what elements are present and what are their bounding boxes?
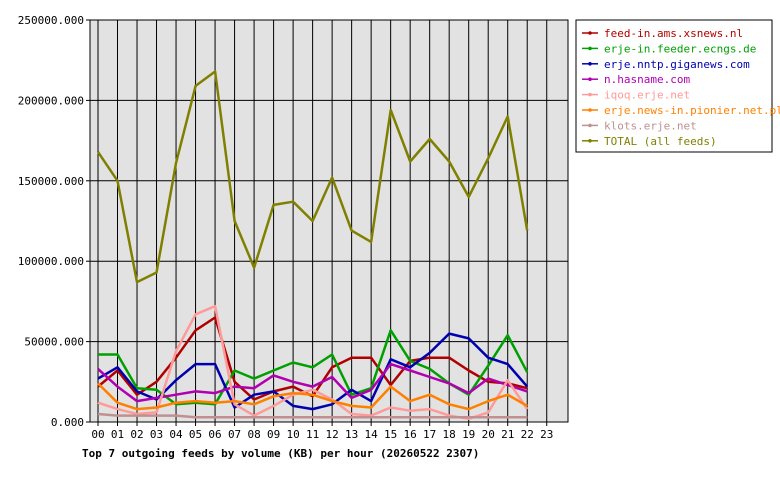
x-tick-label: 15 — [384, 428, 397, 441]
x-tick-label: 17 — [423, 428, 436, 441]
x-tick-label: 08 — [247, 428, 260, 441]
series-line-7 — [97, 412, 528, 419]
series-line-3 — [97, 332, 529, 411]
y-tick-label: 250000.000 — [18, 14, 84, 27]
chart-title: Top 7 outgoing feeds by volume (KB) per … — [82, 447, 479, 460]
grid — [90, 20, 568, 422]
x-tick-label: 06 — [208, 428, 221, 441]
x-tick-label: 18 — [443, 428, 456, 441]
legend-marker — [588, 31, 592, 35]
x-tick-label: 22 — [521, 428, 534, 441]
y-axis-ticks: 0.000 50000.000 100000.000 150000.000 200000… — [18, 14, 90, 429]
legend-marker — [588, 123, 592, 128]
legend-marker — [588, 92, 592, 97]
legend-label: erje.nntp.giganews.com — [604, 58, 750, 71]
x-tick-label: 01 — [111, 428, 124, 441]
x-tick-label: 05 — [189, 428, 202, 441]
x-tick-label: 19 — [462, 428, 475, 441]
legend-label: erje-in.feeder.ecngs.de — [604, 42, 756, 55]
legend: feed-in.ams.xsnews.nl erje-in.feeder.ecng… — [582, 27, 780, 148]
x-tick-label: 14 — [365, 428, 379, 441]
series-line-6 — [97, 382, 528, 411]
y-tick-label: 200000.000 — [18, 94, 84, 107]
legend-box — [575, 19, 773, 153]
x-tick-label: 13 — [345, 428, 358, 441]
x-tick-label: 02 — [130, 428, 143, 441]
x-axis-ticks: 00 01 02 03 04 05 06 07 08 09 10 11 12 13 14 15 16 17 18 19… — [91, 422, 553, 441]
x-tick-label: 00 — [91, 428, 104, 441]
x-tick-label: 09 — [267, 428, 280, 441]
legend-marker — [588, 108, 592, 112]
legend-label: n.hasname.com — [604, 73, 690, 86]
legend-label: iqoq.erje.net — [604, 89, 690, 102]
y-tick-label: 50000.000 — [24, 336, 84, 349]
series-lines — [96, 70, 529, 421]
series-line-4 — [97, 362, 528, 403]
legend-label: erje.news-in.pionier.net.pl — [604, 104, 780, 117]
x-tick-label: 21 — [501, 428, 514, 441]
x-tick-label: 20 — [482, 428, 495, 441]
legend-label: TOTAL (all feeds) — [604, 135, 717, 148]
x-tick-label: 12 — [325, 428, 338, 441]
plot-area — [89, 19, 569, 423]
x-tick-label: 07 — [228, 428, 241, 441]
y-tick-label: 150000.000 — [18, 175, 84, 188]
x-tick-label: 03 — [150, 428, 163, 441]
x-tick-label: 11 — [306, 428, 319, 441]
legend-marker — [588, 46, 592, 51]
legend-marker — [588, 62, 592, 66]
series-line-1 — [97, 316, 528, 401]
x-tick-label: 16 — [404, 428, 417, 441]
legend-label: feed-in.ams.xsnews.nl — [604, 27, 743, 40]
legend-marker — [588, 77, 592, 81]
y-tick-label: 0.000 — [51, 416, 84, 429]
x-tick-label: 04 — [169, 428, 183, 441]
x-tick-label: 23 — [540, 428, 553, 441]
x-tick-label: 10 — [286, 428, 299, 441]
legend-marker — [588, 139, 592, 143]
series-line-8 — [96, 70, 529, 284]
legend-label: klots.erje.net — [604, 119, 697, 132]
y-tick-label: 100000.000 — [18, 255, 84, 268]
